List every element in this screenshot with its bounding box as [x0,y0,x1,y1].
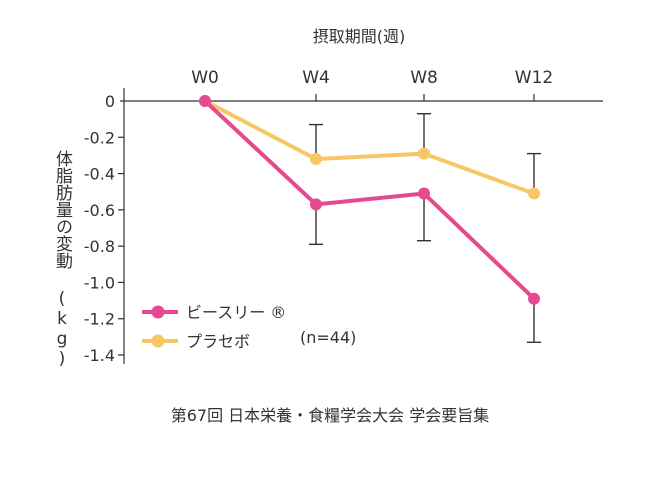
y-tick-label: -0.4 [84,165,115,184]
y-tick-label: -0.6 [84,201,115,220]
y-tick-label: -0.8 [84,237,115,256]
legend-swatch-marker [151,305,165,319]
legend-label: ビースリー ® [186,303,286,322]
series-line [204,99,535,196]
y-tick-label: 0 [105,92,115,111]
legend-label: プラセボ [186,332,250,351]
x-tick-label: W0 [191,68,219,88]
data-point [528,292,540,305]
y-tick-label: -0.2 [84,128,115,147]
data-point [528,187,540,200]
sample-size-annotation: (n=44) [300,328,356,347]
y-tick-label: -1.2 [84,310,115,329]
x-tick-label: W4 [302,68,330,88]
source-caption: 第67回 日本栄養・食糧学会大会 学会要旨集 [170,406,490,425]
x-tick-label: W8 [410,68,438,88]
y-tick-label: -1.4 [84,346,115,365]
x-tick-label: W12 [515,68,553,88]
data-point [310,153,322,166]
x-axis-title: 摂取期間(週) [313,27,406,46]
data-point [418,187,430,200]
y-axis-title: 体脂肪量の変動 (kg) [52,150,72,369]
data-point [199,95,211,107]
series-line [203,99,536,301]
data-point [418,147,430,160]
y-tick-label: -1.0 [84,273,115,292]
data-point [310,198,322,211]
legend-swatch-marker [151,334,165,348]
